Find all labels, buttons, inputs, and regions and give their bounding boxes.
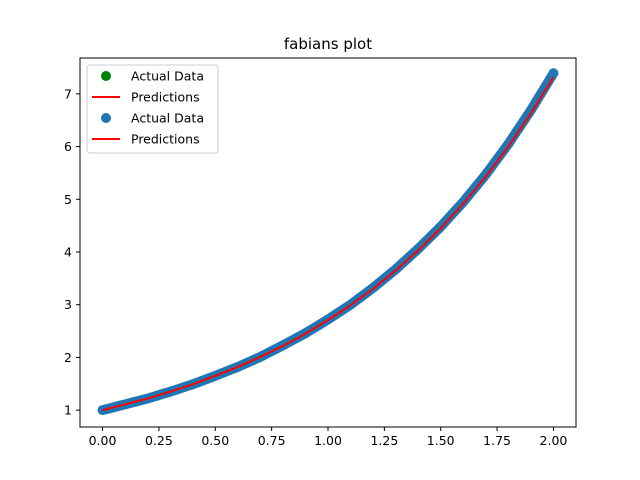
- axes: 0.00 0.25 0.50 0.75 1.00 1.25 1.50 1.75 2.00 1 2 3 4…: [64, 57, 577, 448]
- x-tick-label: 0.50: [201, 433, 229, 448]
- y-tick-label: 5: [64, 192, 72, 207]
- y-tick-label: 6: [64, 139, 72, 154]
- x-tick-label: 0.00: [89, 433, 117, 448]
- legend-label: Predictions: [131, 132, 200, 147]
- x-tick-label: 1.25: [370, 433, 398, 448]
- x-tick-label: 2.00: [540, 433, 568, 448]
- chart-title: fabians plot: [284, 35, 372, 53]
- x-tick-label: 0.25: [145, 433, 173, 448]
- legend-label: Actual Data: [131, 111, 204, 126]
- legend-marker-dot: [101, 113, 111, 123]
- legend-box: [86, 64, 219, 154]
- plot-area: [97, 68, 559, 416]
- x-tick-label: 1.50: [427, 433, 455, 448]
- legend-marker-dot: [101, 71, 111, 81]
- x-tick-label: 1.75: [483, 433, 511, 448]
- y-tick-label: 4: [64, 244, 72, 259]
- y-tick-label: 2: [64, 350, 72, 365]
- legend-label: Predictions: [131, 90, 200, 105]
- y-tick-label: 3: [64, 297, 72, 312]
- prediction-line: [102, 76, 555, 412]
- x-tick-label: 1.00: [314, 433, 342, 448]
- legend: Actual Data Predictions Actual Data Predict…: [86, 64, 219, 154]
- y-tick-label: 1: [64, 403, 72, 418]
- legend-label: Actual Data: [131, 69, 204, 84]
- x-tick-label: 0.75: [258, 433, 286, 448]
- y-tick-label: 7: [64, 86, 72, 101]
- data-point: [548, 68, 559, 79]
